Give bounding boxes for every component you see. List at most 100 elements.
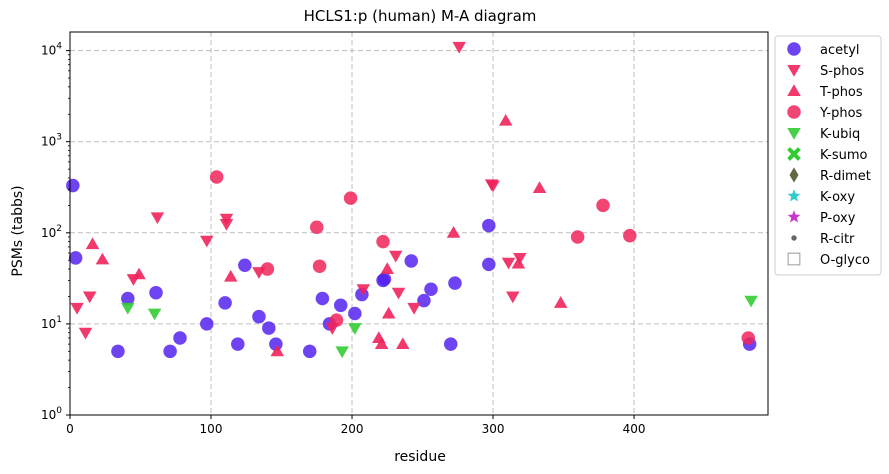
data-point-s-phos [356,284,371,297]
data-point-s-phos [78,327,93,340]
legend: acetyl S-phos T-phos Y-phos K-ubiq K-sumo R-di… [774,35,882,276]
data-point-t-phos [498,113,513,126]
data-point-y-phos [623,228,637,243]
data-point-t-phos [380,262,395,275]
data-point-y-phos [596,198,610,213]
data-point-acetyl [315,291,330,306]
data-point-s-phos [513,252,527,265]
legend-label: R-citr [820,232,855,247]
data-point-acetyl [262,321,276,335]
data-point-t-phos [553,296,568,308]
data-point-acetyl [200,317,214,331]
data-point-s-phos [407,302,421,315]
legend-label: Y-phos [819,106,863,121]
y-tick-label: 103 [41,133,62,149]
gridlines [70,32,768,415]
data-point-t-phos [224,269,238,282]
legend-marker-o-glyco [787,252,801,266]
data-point-acetyl [66,178,80,193]
data-point-acetyl [231,337,245,351]
legend-label: S-phos [820,64,864,79]
legend-marker-y-phos [787,105,801,119]
data-point-acetyl [252,309,266,324]
data-point-acetyl [68,251,83,265]
data-point-t-phos [95,252,110,265]
data-point-y-phos [312,259,327,273]
data-point-t-phos [132,267,146,280]
data-point-acetyl [163,344,177,359]
axes: 0 100 200 300 400 100 101 102 103 104 [41,42,646,436]
data-point-acetyl [482,257,496,272]
data-points [66,41,758,359]
x-axis-label: residue [394,449,446,465]
data-point-s-phos [388,250,403,263]
legend-label: K-oxy [820,190,855,205]
data-point-y-phos [260,262,275,276]
legend-marker-r-citr [791,235,797,241]
data-point-t-phos [532,181,547,193]
data-point-acetyl [377,272,392,286]
chart-title: HCLS1:p (human) M-A diagram [304,7,537,25]
data-point-y-phos [209,170,224,184]
legend-marker-s-phos [787,65,801,77]
data-point-k-ubiq [348,323,362,335]
y-tick-label: 102 [41,224,62,240]
legend-marker-k-ubiq [787,128,801,140]
legend-marker-acetyl [787,42,801,56]
data-point-y-phos [329,313,344,327]
data-point-acetyl [448,276,462,290]
data-point-t-phos [381,306,396,319]
legend-marker-k-sumo [787,147,801,161]
data-point-acetyl [149,285,163,300]
y-tick-label: 100 [41,406,62,422]
data-point-t-phos [270,344,285,357]
legend-label: P-oxy [820,211,856,226]
data-point-s-phos [150,212,165,225]
legend-marker-k-oxy [787,189,801,202]
x-tick-label: 400 [623,422,646,436]
data-point-acetyl [269,337,283,351]
data-point-acetyl [482,218,496,233]
data-point-s-phos [219,219,234,231]
data-point-s-phos [82,291,97,304]
data-point-k-ubiq [744,295,758,308]
data-point-acetyl [424,282,438,297]
x-tick-label: 0 [66,422,74,436]
legend-label: acetyl [820,43,860,58]
legend-label: O-glyco [820,253,870,268]
y-tick-label: 104 [41,42,62,58]
legend-label: R-dimet [820,169,871,184]
data-point-t-phos [511,256,526,269]
data-point-acetyl [302,344,317,359]
x-tick-label: 300 [482,422,505,436]
legend-marker-p-oxy [787,210,801,223]
data-point-y-phos [570,230,585,244]
data-point-acetyl [121,291,135,306]
data-point-y-phos [741,331,756,345]
x-tick-label: 200 [341,422,364,436]
data-point-acetyl [348,306,362,321]
y-axis-label: PSMs (tabbs) [10,185,26,276]
data-point-t-phos [85,237,100,250]
legend-marker-t-phos [787,84,801,96]
data-point-k-ubiq [335,346,349,359]
legend-label: K-sumo [820,148,868,163]
data-point-s-phos [391,287,406,300]
data-point-t-phos [446,226,461,238]
data-point-acetyl [404,254,418,268]
data-point-acetyl [173,331,187,345]
data-point-acetyl [238,258,252,273]
data-point-s-phos [486,180,500,193]
legend-label: K-ubiq [820,127,860,142]
y-tick-label: 101 [41,315,62,331]
data-point-acetyl [417,293,431,308]
plot-frame [69,31,769,416]
data-point-s-phos [200,235,214,248]
data-point-k-ubiq [147,308,162,321]
data-point-acetyl [111,344,125,359]
legend-label: T-phos [819,85,863,100]
x-tick-label: 100 [200,422,223,436]
data-point-s-phos [70,302,84,315]
legend-frame [774,35,882,276]
